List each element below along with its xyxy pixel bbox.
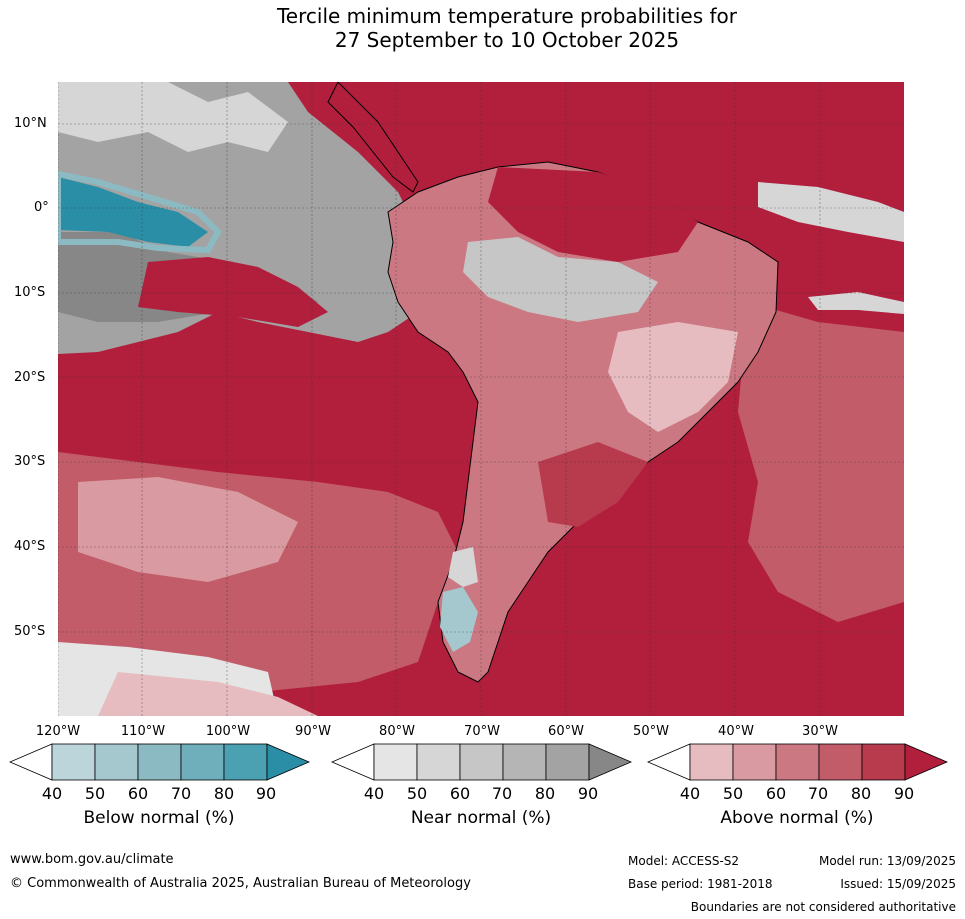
central-america-land bbox=[327, 82, 419, 193]
below-normal-equatorial-edge bbox=[58, 170, 222, 254]
lat-label-0: 0° bbox=[34, 200, 49, 215]
colorbar-segment bbox=[502, 743, 547, 781]
land-strong-north bbox=[488, 167, 698, 262]
lon-label-40w: 40°W bbox=[718, 724, 754, 739]
near-normal-atlantic-small bbox=[808, 292, 904, 314]
above-normal-atlantic bbox=[738, 302, 904, 622]
lon-label-50w: 50°W bbox=[633, 724, 669, 739]
lon-label-90w: 90°W bbox=[295, 724, 331, 739]
above-normal-tongue bbox=[138, 257, 328, 327]
land-patagonia-near-normal bbox=[448, 547, 478, 587]
lat-label-10s: 10°S bbox=[14, 285, 46, 300]
lat-label-40s: 40°S bbox=[14, 539, 46, 554]
cbar1-tick: 90 bbox=[577, 784, 599, 803]
cbar1-tick: 60 bbox=[449, 784, 471, 803]
cbar0-tick: 70 bbox=[170, 784, 192, 803]
lon-label-120w: 120°W bbox=[35, 724, 81, 739]
colorbar-extend-high bbox=[266, 743, 311, 781]
footer-model-run: Model run: 13/09/2025 bbox=[818, 854, 956, 868]
below-normal-equatorial-patch bbox=[58, 177, 208, 247]
footer-website: www.bom.gov.au/climate bbox=[10, 852, 174, 867]
map-title: Tercile minimum temperature probabilitie… bbox=[0, 4, 965, 52]
colorbar-extend-low bbox=[8, 743, 53, 781]
colorbar-above-normal bbox=[646, 743, 949, 781]
land-strong-southeast bbox=[538, 442, 648, 527]
colorbar-segment bbox=[775, 743, 820, 781]
colorbar-segment bbox=[223, 743, 268, 781]
colorbar-title-near: Near normal (%) bbox=[410, 808, 552, 828]
lon-label-80w: 80°W bbox=[379, 724, 415, 739]
colorbar-title-above: Above normal (%) bbox=[720, 808, 874, 828]
footer-copyright: © Commonwealth of Australia 2025, Austra… bbox=[10, 876, 471, 891]
colorbar-title-below: Below normal (%) bbox=[83, 808, 235, 828]
cbar0-tick: 60 bbox=[127, 784, 149, 803]
colorbar-segment bbox=[732, 743, 777, 781]
cbar1-tick: 70 bbox=[491, 784, 513, 803]
colorbar-segment bbox=[180, 743, 225, 781]
cbar0-tick: 90 bbox=[255, 784, 277, 803]
land-near-normal-amazon bbox=[463, 237, 658, 322]
above-normal-south-pacific-light bbox=[78, 477, 298, 582]
cbar1-tick: 80 bbox=[534, 784, 556, 803]
lon-label-70w: 70°W bbox=[464, 724, 500, 739]
colorbar-segment bbox=[689, 743, 734, 781]
colorbar-extend-low bbox=[646, 743, 691, 781]
title-line-2: 27 September to 10 October 2025 bbox=[334, 28, 680, 52]
lat-label-30s: 30°S bbox=[14, 454, 46, 469]
title-line-1: Tercile minimum temperature probabilitie… bbox=[276, 4, 738, 28]
footer-issued: Issued: 15/09/2025 bbox=[840, 877, 956, 891]
cbar0-tick: 40 bbox=[41, 784, 63, 803]
cbar2-tick: 80 bbox=[850, 784, 872, 803]
probability-map bbox=[58, 82, 904, 716]
above-normal-southern-strip bbox=[98, 672, 318, 716]
colorbar-segment bbox=[373, 743, 418, 781]
near-normal-pacific-light bbox=[58, 82, 288, 152]
cbar2-tick: 40 bbox=[679, 784, 701, 803]
cbar1-tick: 50 bbox=[406, 784, 428, 803]
colorbar-segment bbox=[545, 743, 590, 781]
cbar2-tick: 60 bbox=[765, 784, 787, 803]
lat-label-20s: 20°S bbox=[14, 370, 46, 385]
land-light-brazil bbox=[608, 322, 738, 432]
footer-model: Model: ACCESS-S2 bbox=[628, 854, 740, 868]
cbar0-tick: 80 bbox=[213, 784, 235, 803]
colorbar-segment bbox=[51, 743, 96, 781]
lon-label-60w: 60°W bbox=[548, 724, 584, 739]
colorbar-extend-high bbox=[588, 743, 633, 781]
colorbar-segment bbox=[94, 743, 139, 781]
lat-label-10n: 10°N bbox=[14, 116, 47, 131]
graticule bbox=[58, 82, 904, 716]
colorbar-near-normal bbox=[330, 743, 633, 781]
lon-label-30w: 30°W bbox=[802, 724, 838, 739]
colorbar-segment bbox=[861, 743, 906, 781]
colorbar-below-normal bbox=[8, 743, 311, 781]
cbar2-tick: 90 bbox=[893, 784, 915, 803]
colorbar-extend-low bbox=[330, 743, 375, 781]
colorbar-segment bbox=[818, 743, 863, 781]
colorbar-segment bbox=[459, 743, 504, 781]
cbar2-tick: 70 bbox=[807, 784, 829, 803]
colorbar-segment bbox=[416, 743, 461, 781]
lon-label-110w: 110°W bbox=[120, 724, 166, 739]
lat-label-50s: 50°S bbox=[14, 624, 46, 639]
footer-disclaimer: Boundaries are not considered authoritat… bbox=[690, 900, 956, 914]
lon-label-100w: 100°W bbox=[205, 724, 251, 739]
land-patagonia-below-normal bbox=[440, 587, 478, 652]
near-normal-atlantic-patch bbox=[758, 182, 904, 242]
cbar1-tick: 40 bbox=[363, 784, 385, 803]
footer-base-period: Base period: 1981-2018 bbox=[628, 877, 773, 891]
colorbar-extend-high bbox=[904, 743, 949, 781]
colorbar-segment bbox=[137, 743, 182, 781]
cbar2-tick: 50 bbox=[722, 784, 744, 803]
cbar0-tick: 50 bbox=[84, 784, 106, 803]
